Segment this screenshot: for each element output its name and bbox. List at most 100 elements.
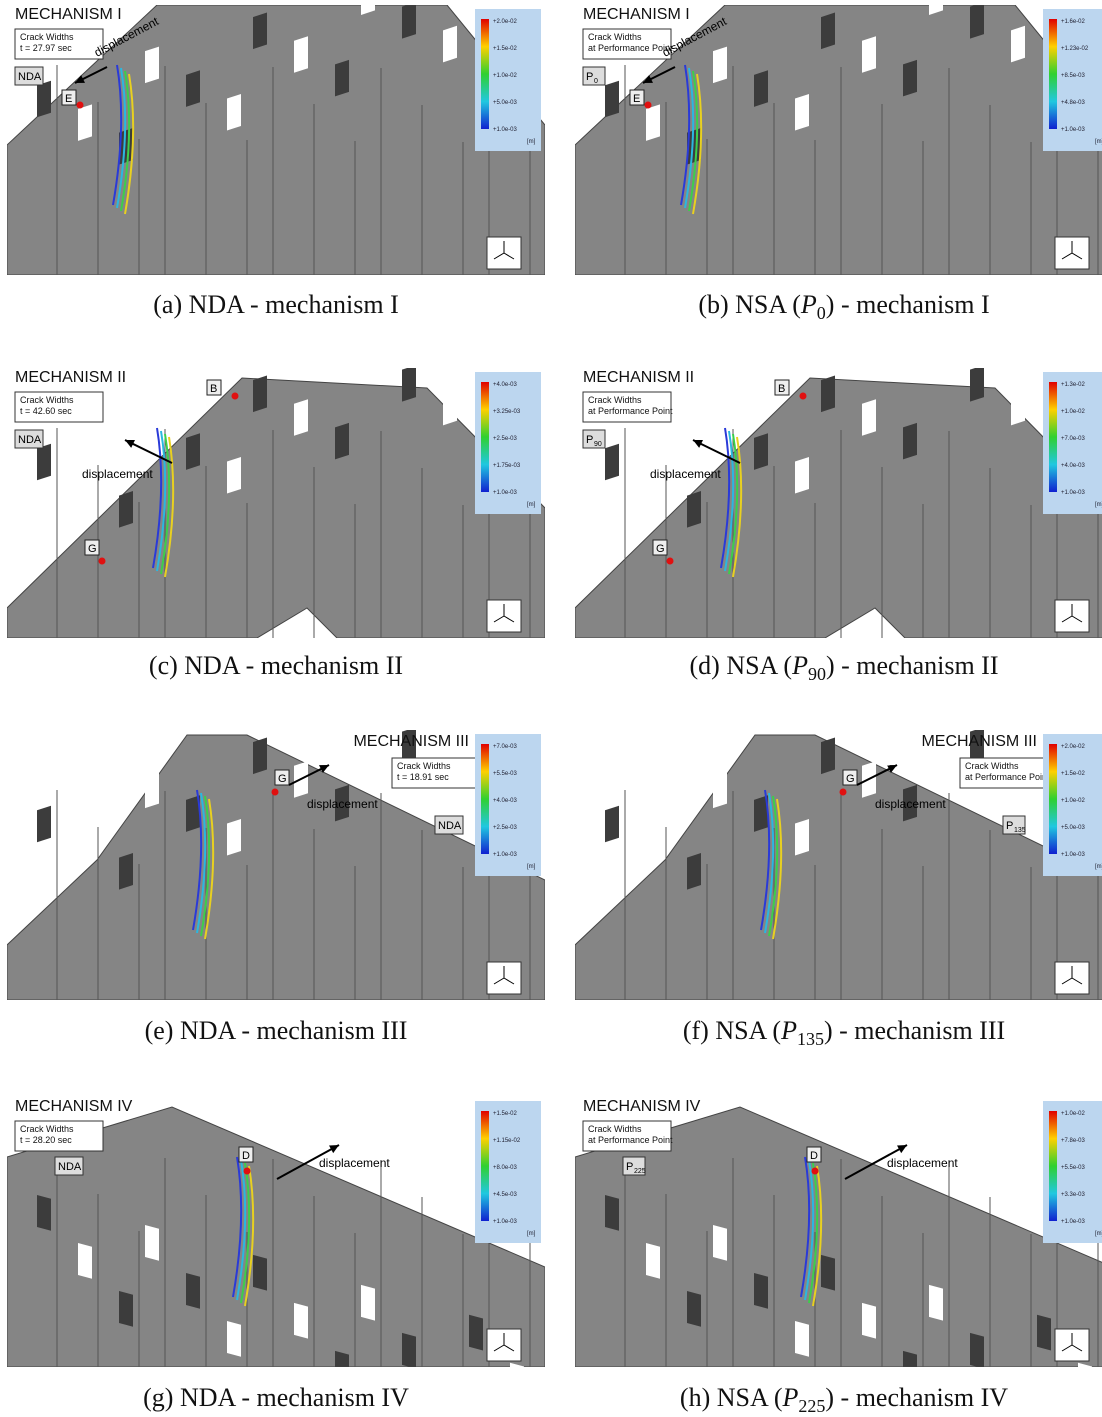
info-line: Crack Widths — [20, 32, 74, 42]
legend-tick: +1.23e-02 — [1061, 46, 1089, 52]
window — [605, 1195, 619, 1231]
badge-sub: 225 — [634, 1168, 646, 1175]
mechanism-title: MECHANISM III — [353, 733, 469, 750]
arrow-label: displacement — [875, 797, 946, 811]
caption-label: (b) — [698, 290, 728, 319]
window — [227, 94, 241, 131]
legend-tick: +1.5e-02 — [493, 1111, 518, 1117]
window — [970, 5, 984, 39]
info-line: Crack Widths — [965, 761, 1019, 771]
caption-sub: 90 — [808, 664, 826, 684]
legend-tick: +7.8e-03 — [1061, 1138, 1086, 1144]
window — [402, 5, 416, 39]
legend-tick: +1.3e-02 — [1061, 382, 1086, 388]
badge-var: P — [1006, 820, 1013, 832]
color-bar — [1049, 1111, 1057, 1221]
arrow-label: displacement — [650, 467, 721, 481]
point-label: D — [810, 1150, 818, 1162]
rendering: MECHANISM IVCrack Widthst = 28.20 secNDA… — [7, 1097, 545, 1367]
legend-unit: [m] — [1095, 502, 1102, 508]
point-marker — [812, 1168, 819, 1175]
legend-tick: +1.5e-02 — [493, 46, 518, 52]
window — [862, 1303, 876, 1339]
legend-tick: +7.0e-03 — [1061, 436, 1086, 442]
legend-tick: +5.5e-03 — [1061, 1165, 1086, 1171]
window — [145, 772, 159, 809]
info-line: t = 28.20 sec — [20, 1135, 72, 1145]
caption-rest: ) - mechanism II — [826, 651, 999, 680]
point-marker — [232, 393, 239, 400]
point-label: G — [88, 543, 97, 555]
caption-sub: 225 — [798, 1396, 825, 1416]
arrow-label: displacement — [307, 797, 378, 811]
legend-tick: +1.0e-03 — [1061, 127, 1086, 133]
caption-text: NDA - mechanism II — [184, 651, 403, 680]
badge-sub: 90 — [594, 441, 602, 448]
point-label: D — [242, 1150, 250, 1162]
caption-var: P — [792, 651, 808, 680]
window — [754, 433, 768, 470]
mechanism-title: MECHANISM II — [583, 369, 694, 386]
window — [1037, 1315, 1051, 1351]
legend-tick: +2.5e-03 — [493, 825, 518, 831]
caption-rest: ) - mechanism IV — [825, 1383, 1008, 1412]
caption-var: P — [781, 1016, 797, 1045]
window — [605, 444, 619, 481]
legend-tick: +1.0e-03 — [1061, 1219, 1086, 1225]
mechanism-title: MECHANISM I — [583, 6, 690, 23]
point-marker — [99, 558, 106, 565]
legend-unit: [m] — [527, 502, 536, 508]
caption-var: P — [783, 1383, 799, 1412]
figure-panel: MECHANISM IVCrack Widthst = 28.20 secNDA… — [7, 1097, 545, 1367]
window — [253, 738, 267, 775]
window — [145, 47, 159, 84]
rendering: MECHANISM IICrack Widthst = 42.60 secNDA… — [7, 368, 545, 638]
window — [335, 60, 349, 97]
caption-text: NSA ( — [717, 1383, 783, 1412]
window — [361, 1285, 375, 1321]
window — [253, 1255, 267, 1291]
info-line: Crack Widths — [588, 395, 642, 405]
point-marker — [77, 102, 84, 109]
window — [754, 1273, 768, 1309]
point-marker — [667, 558, 674, 565]
caption-rest: ) - mechanism III — [824, 1016, 1005, 1045]
point-label: G — [656, 543, 665, 555]
window — [970, 368, 984, 402]
caption: (b) NSA (P0) - mechanism I — [575, 290, 1102, 324]
legend-tick: +1.0e-03 — [493, 490, 518, 496]
window — [713, 410, 727, 447]
caption: (f) NSA (P135) - mechanism III — [575, 1016, 1102, 1050]
info-line: t = 18.91 sec — [397, 772, 449, 782]
legend-unit: [m] — [527, 1231, 536, 1237]
window — [821, 376, 835, 413]
mechanism-title: MECHANISM I — [15, 6, 122, 23]
caption-text: NDA - mechanism I — [189, 290, 399, 319]
window — [605, 806, 619, 843]
legend-tick: +3.3e-03 — [1061, 1192, 1086, 1198]
window — [754, 70, 768, 107]
legend-tick: +1.0e-02 — [493, 73, 518, 79]
caption-text: NDA - mechanism III — [180, 1016, 407, 1045]
rendering: MECHANISM IIICrack Widthst = 18.91 secND… — [7, 730, 545, 1000]
caption: (h) NSA (P225) - mechanism IV — [575, 1383, 1102, 1417]
window — [605, 81, 619, 118]
legend-tick: +7.0e-03 — [493, 744, 518, 750]
window — [37, 81, 51, 118]
legend-tick: +5.0e-03 — [493, 100, 518, 106]
window — [227, 819, 241, 856]
point-marker — [645, 102, 652, 109]
legend-tick: +1.0e-03 — [1061, 490, 1086, 496]
caption: (e) NDA - mechanism III — [7, 1016, 545, 1046]
badge-var: P — [586, 434, 593, 446]
legend-tick: +4.8e-03 — [1061, 100, 1086, 106]
caption-sub: 135 — [797, 1029, 824, 1049]
caption: (g) NDA - mechanism IV — [7, 1383, 545, 1413]
legend-tick: +1.0e-03 — [1061, 852, 1086, 858]
figure-panel: MECHANISM ICrack Widthst = 27.97 secNDAE… — [7, 5, 545, 275]
